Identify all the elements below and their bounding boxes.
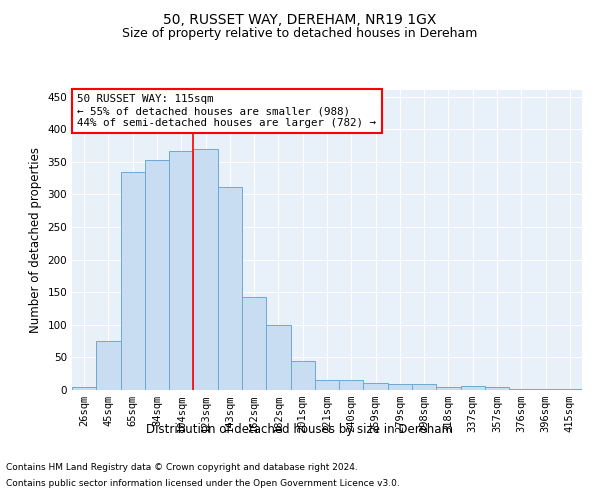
- Bar: [558, 388, 582, 390]
- Bar: [388, 384, 412, 390]
- Bar: [364, 383, 388, 390]
- Bar: [72, 386, 96, 390]
- Text: Contains HM Land Registry data © Crown copyright and database right 2024.: Contains HM Land Registry data © Crown c…: [6, 464, 358, 472]
- Bar: [485, 388, 509, 390]
- Y-axis label: Number of detached properties: Number of detached properties: [29, 147, 42, 333]
- Bar: [315, 380, 339, 390]
- Bar: [193, 150, 218, 390]
- Bar: [145, 160, 169, 390]
- Bar: [533, 388, 558, 390]
- Bar: [96, 341, 121, 390]
- Bar: [412, 384, 436, 390]
- Bar: [218, 187, 242, 390]
- Bar: [169, 150, 193, 390]
- Text: Distribution of detached houses by size in Dereham: Distribution of detached houses by size …: [146, 422, 454, 436]
- Bar: [339, 380, 364, 390]
- Bar: [121, 172, 145, 390]
- Text: 50 RUSSET WAY: 115sqm
← 55% of detached houses are smaller (988)
44% of semi-det: 50 RUSSET WAY: 115sqm ← 55% of detached …: [77, 94, 376, 128]
- Text: 50, RUSSET WAY, DEREHAM, NR19 1GX: 50, RUSSET WAY, DEREHAM, NR19 1GX: [163, 12, 437, 26]
- Text: Contains public sector information licensed under the Open Government Licence v3: Contains public sector information licen…: [6, 478, 400, 488]
- Bar: [290, 360, 315, 390]
- Bar: [509, 388, 533, 390]
- Text: Size of property relative to detached houses in Dereham: Size of property relative to detached ho…: [122, 28, 478, 40]
- Bar: [266, 325, 290, 390]
- Bar: [436, 386, 461, 390]
- Bar: [461, 386, 485, 390]
- Bar: [242, 298, 266, 390]
